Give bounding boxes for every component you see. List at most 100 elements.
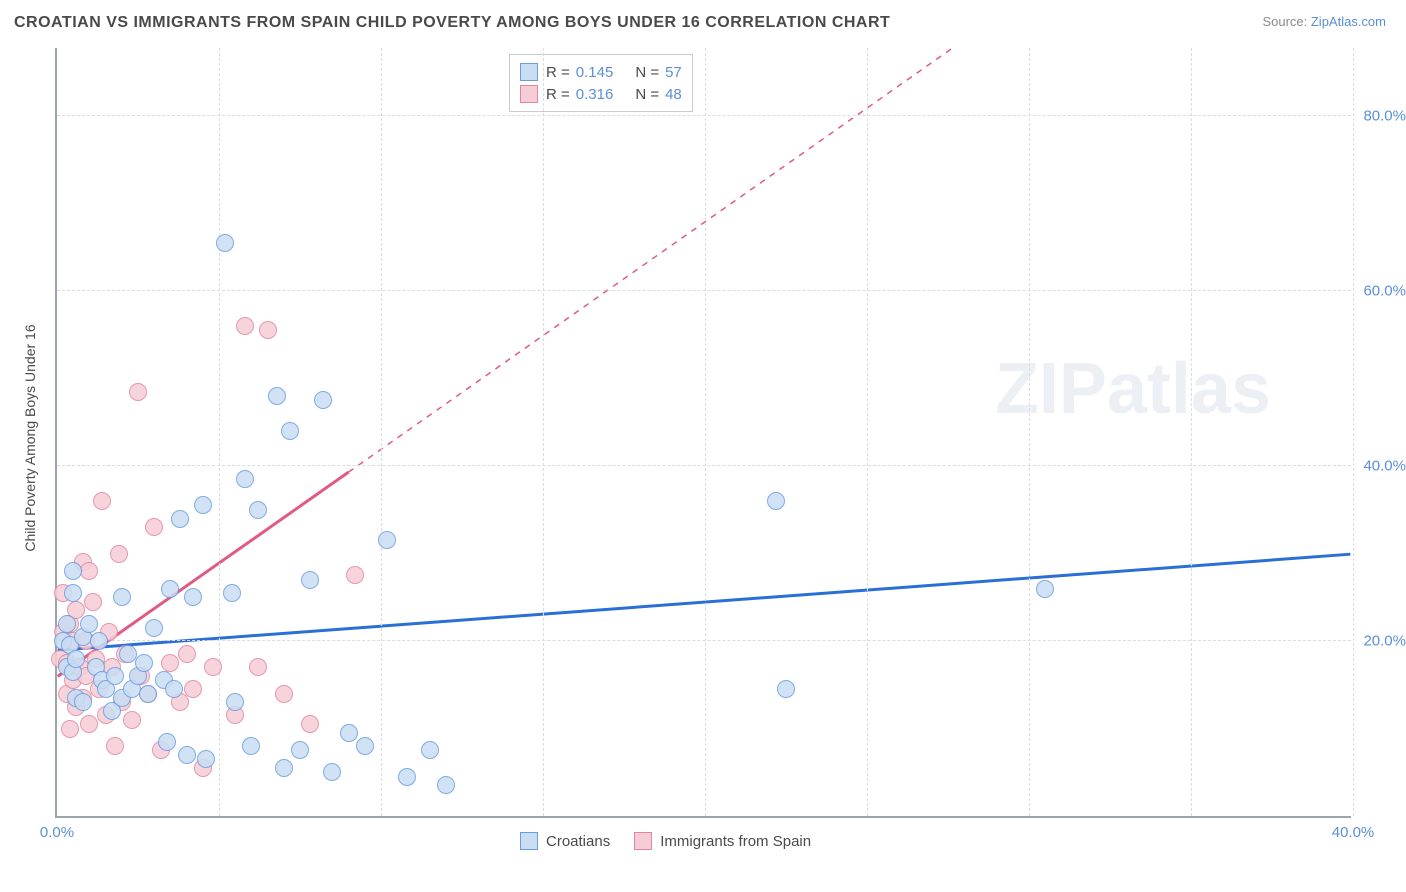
gridline-vertical [867,48,868,816]
croatians-point [135,654,153,672]
gridline-vertical [1353,48,1354,816]
croatians-point [171,510,189,528]
croatians-point [113,588,131,606]
spain-point [346,566,364,584]
gridline-horizontal [57,640,1351,641]
spain-point [84,593,102,611]
croatians-point [119,645,137,663]
spain-point [110,545,128,563]
croatians-point [194,496,212,514]
spain-point [145,518,163,536]
spain-point [236,317,254,335]
croatians-point [145,619,163,637]
croatians-point [216,234,234,252]
spain-point [161,654,179,672]
legend-label: Croatians [546,833,610,850]
legend-item: Immigrants from Spain [634,832,811,850]
croatians-point [291,741,309,759]
croatians-point [340,724,358,742]
gridline-horizontal [57,290,1351,291]
croatians-point [437,776,455,794]
correlation-legend: R =0.145N =57 R =0.316N =48 [509,54,693,112]
gridline-vertical [381,48,382,816]
croatians-point [777,680,795,698]
legend-swatch [520,832,538,850]
legend-swatch [634,832,652,850]
croatians-point [74,693,92,711]
gridline-vertical [1191,48,1192,816]
gridline-horizontal [57,115,1351,116]
legend-swatch [520,63,538,81]
spain-point [259,321,277,339]
croatians-point [398,768,416,786]
croatians-point [90,632,108,650]
croatians-point [767,492,785,510]
chart-title: CROATIAN VS IMMIGRANTS FROM SPAIN CHILD … [14,14,890,32]
croatians-point [301,571,319,589]
gridline-horizontal [57,465,1351,466]
croatians-point [275,759,293,777]
spain-point [80,715,98,733]
croatians-point [1036,580,1054,598]
spain-point [184,680,202,698]
croatians-point [178,746,196,764]
croatians-point [139,685,157,703]
watermark: ZIPatlas [995,348,1271,430]
spain-point [204,658,222,676]
y-tick-label: 60.0% [1363,283,1406,300]
croatians-point [64,584,82,602]
y-tick-label: 80.0% [1363,108,1406,125]
source-prefix: Source: [1262,14,1310,29]
croatians-point [64,562,82,580]
trend-lines [57,48,1351,816]
croatians-point [281,422,299,440]
croatians-point [158,733,176,751]
croatians-point [106,667,124,685]
legend-swatch [520,85,538,103]
y-tick-label: 40.0% [1363,458,1406,475]
croatians-point [165,680,183,698]
croatians-point [323,763,341,781]
legend-row: R =0.316N =48 [520,83,682,105]
croatians-point [226,693,244,711]
croatians-point [184,588,202,606]
trend-line [58,554,1351,650]
gridline-vertical [543,48,544,816]
source-name: ZipAtlas.com [1311,14,1386,29]
croatians-point [197,750,215,768]
croatians-point [378,531,396,549]
croatians-point [58,615,76,633]
legend-text: R =0.145N =57 [546,64,682,81]
croatians-point [80,615,98,633]
gridline-vertical [219,48,220,816]
y-tick-label: 20.0% [1363,633,1406,650]
x-tick-label: 0.0% [40,824,74,841]
spain-point [275,685,293,703]
gridline-vertical [1029,48,1030,816]
spain-point [301,715,319,733]
spain-point [178,645,196,663]
source-attribution: Source: ZipAtlas.com [1262,14,1386,29]
spain-point [129,383,147,401]
gridline-vertical [705,48,706,816]
croatians-point [314,391,332,409]
y-axis-label: Child Poverty Among Boys Under 16 [22,308,38,568]
legend-item: Croatians [520,832,610,850]
spain-point [61,720,79,738]
spain-point [106,737,124,755]
spain-point [123,711,141,729]
series-legend: Croatians Immigrants from Spain [520,832,811,850]
legend-text: R =0.316N =48 [546,86,682,103]
croatians-point [242,737,260,755]
legend-row: R =0.145N =57 [520,61,682,83]
croatians-point [236,470,254,488]
croatians-point [67,650,85,668]
legend-label: Immigrants from Spain [660,833,811,850]
x-tick-label: 40.0% [1332,824,1375,841]
croatians-point [249,501,267,519]
spain-point [80,562,98,580]
croatians-point [356,737,374,755]
croatians-point [223,584,241,602]
spain-point [93,492,111,510]
croatians-point [161,580,179,598]
